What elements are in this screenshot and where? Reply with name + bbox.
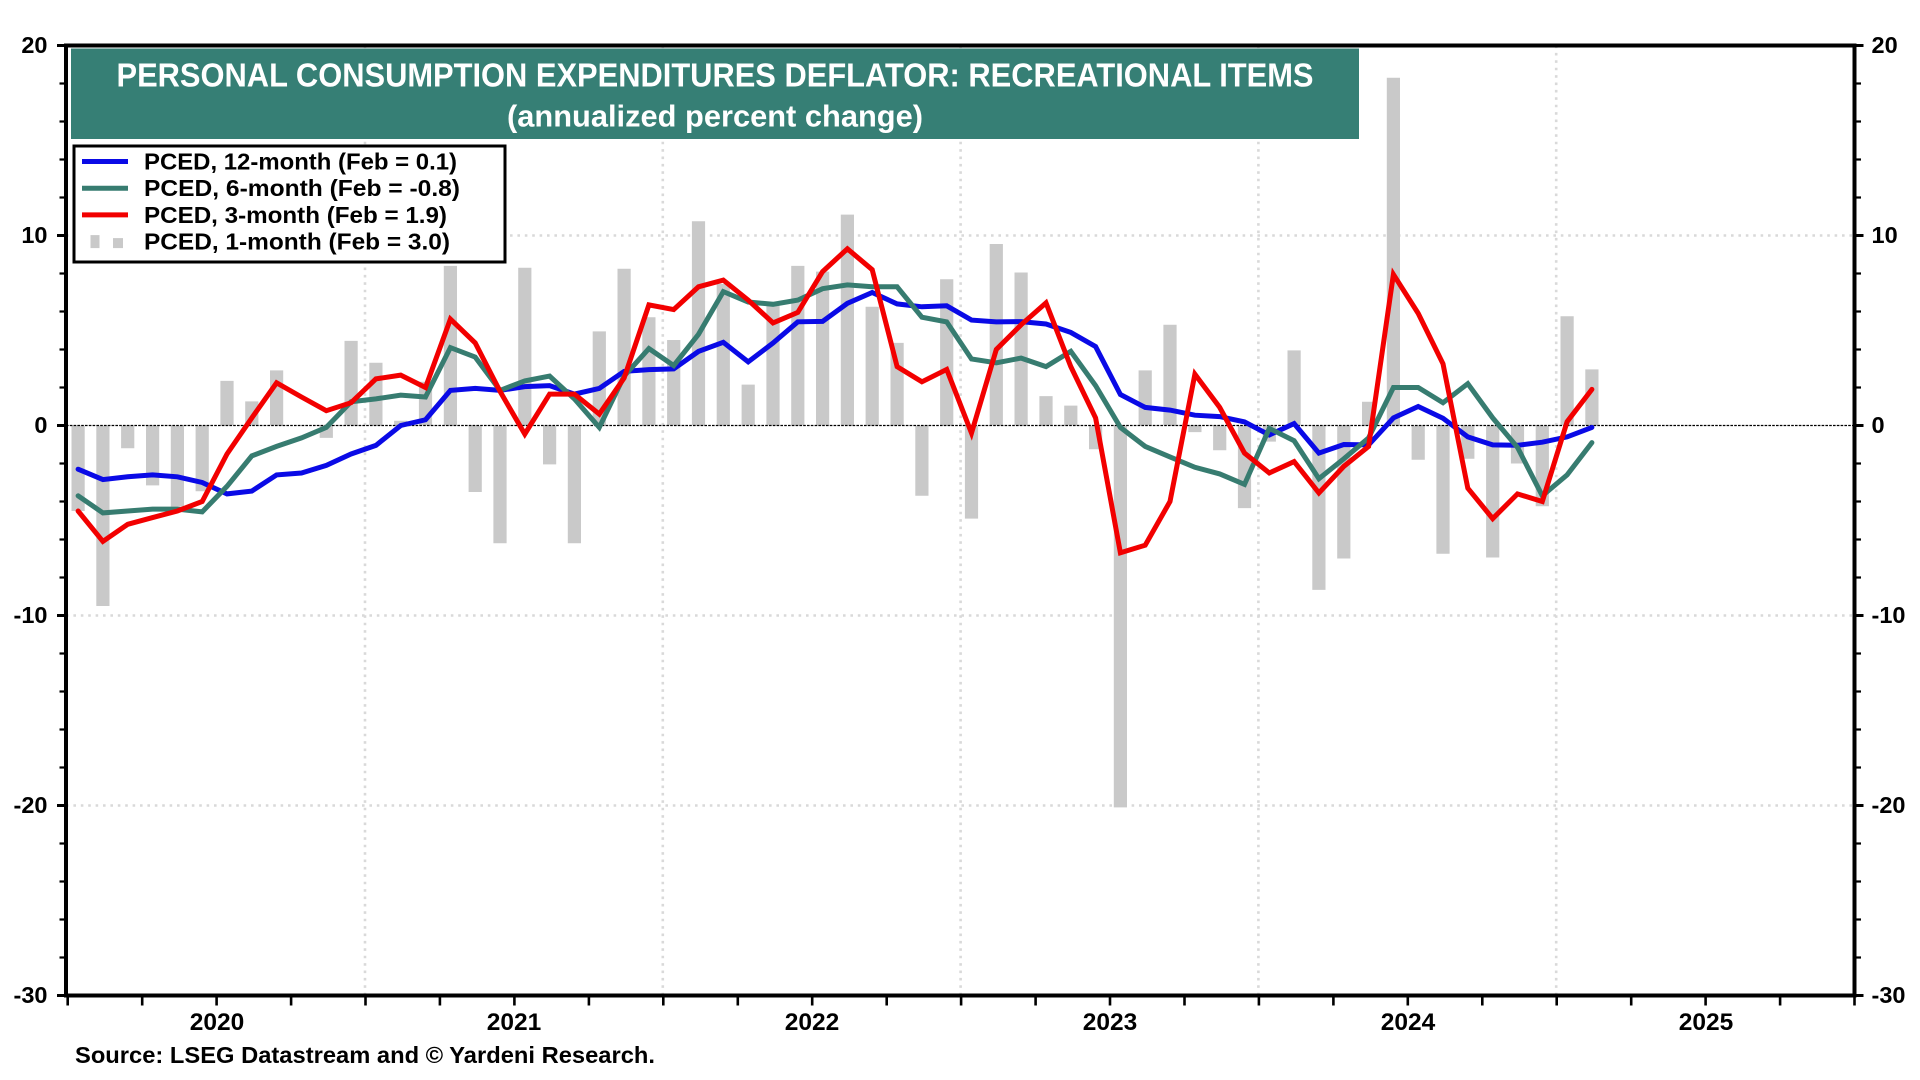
svg-text:Source: LSEG Datastream and ©: Source: LSEG Datastream and © Yardeni Re…: [75, 1042, 655, 1068]
svg-text:0: 0: [34, 412, 47, 438]
svg-text:20: 20: [1872, 32, 1898, 58]
svg-text:-10: -10: [14, 602, 48, 628]
svg-text:PCED, 6-month (Feb = -0.8): PCED, 6-month (Feb = -0.8): [144, 175, 460, 201]
svg-text:2020: 2020: [190, 1009, 245, 1036]
svg-text:-30: -30: [1872, 982, 1906, 1008]
svg-text:2025: 2025: [1679, 1009, 1734, 1036]
svg-text:2021: 2021: [487, 1009, 542, 1036]
svg-text:20: 20: [21, 32, 47, 58]
svg-text:-10: -10: [1872, 602, 1906, 628]
svg-text:PERSONAL CONSUMPTION EXPENDITU: PERSONAL CONSUMPTION EXPENDITURES DEFLAT…: [117, 58, 1314, 95]
svg-text:2022: 2022: [785, 1009, 840, 1036]
svg-text:-20: -20: [1872, 792, 1906, 818]
svg-text:-20: -20: [14, 792, 48, 818]
svg-text:10: 10: [1872, 222, 1898, 248]
svg-text:2023: 2023: [1083, 1009, 1138, 1036]
svg-text:PCED, 1-month (Feb = 3.0): PCED, 1-month (Feb = 3.0): [144, 229, 450, 255]
svg-text:10: 10: [21, 222, 47, 248]
svg-text:(annualized percent change): (annualized percent change): [507, 99, 923, 134]
svg-text:2024: 2024: [1381, 1009, 1436, 1036]
svg-text:0: 0: [1872, 412, 1885, 438]
svg-text:-30: -30: [14, 982, 48, 1008]
svg-text:PCED, 3-month (Feb = 1.9): PCED, 3-month (Feb = 1.9): [144, 202, 447, 228]
svg-text:PCED, 12-month (Feb = 0.1): PCED, 12-month (Feb = 0.1): [144, 149, 457, 175]
